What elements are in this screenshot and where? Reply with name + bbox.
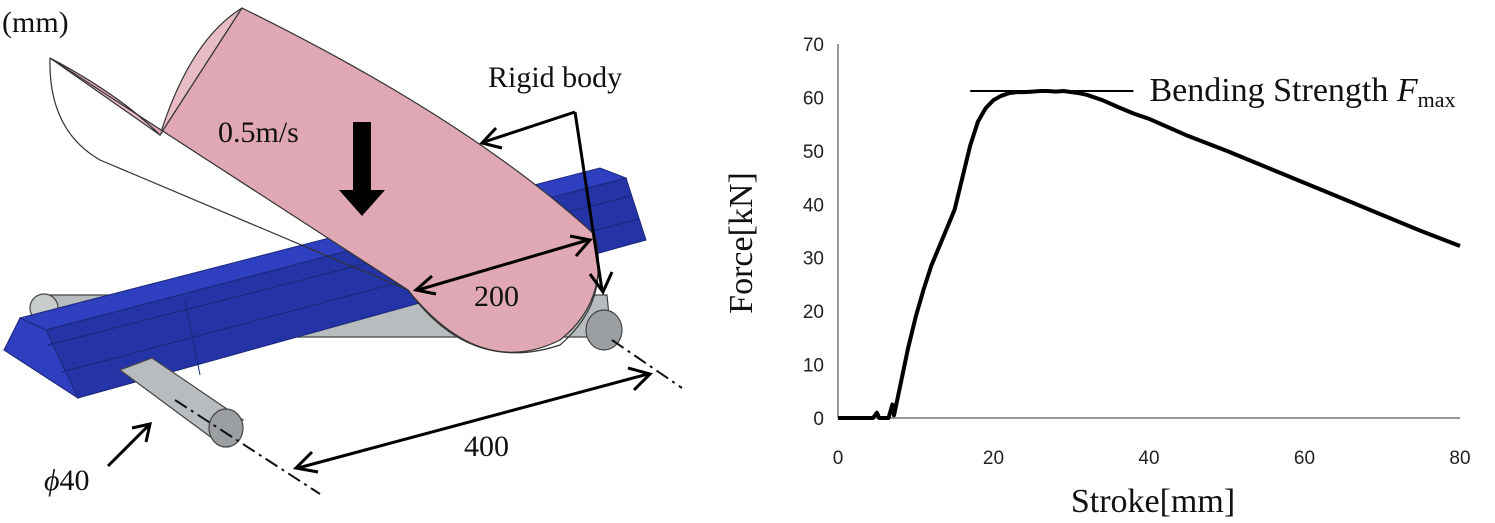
y-tick-label: 30	[803, 249, 824, 270]
x-tick-label: 20	[983, 448, 1004, 469]
x-tick-label: 40	[1138, 448, 1159, 469]
span-dim-label: 400	[464, 430, 509, 463]
y-tick-label: 50	[803, 142, 824, 163]
y-tick-label: 70	[803, 35, 824, 56]
x-tick-label: 80	[1449, 448, 1470, 469]
front-rod-end	[208, 408, 244, 448]
diameter-arrowhead	[131, 422, 152, 443]
radius-dim-arrow	[417, 238, 589, 292]
diameter-label: ϕ40	[44, 464, 90, 497]
rigid-arrowhead-b	[588, 271, 614, 295]
beam-seam	[184, 299, 201, 376]
force-curve	[838, 89, 1461, 420]
radius-arrowhead-b	[569, 234, 593, 257]
x-tick-labels: 0 20 40 60 80	[833, 448, 1471, 469]
y-axis-label: Force[kN]	[723, 172, 760, 314]
setup-illustration: (mm) Rigid body 0.5m/s 200 400 ϕ40	[2, 6, 683, 497]
y-tick-label: 0	[813, 409, 824, 430]
impactor-rim	[49, 57, 409, 291]
front-support-rod	[118, 357, 245, 448]
beam-flange	[3, 317, 80, 400]
impactor-end-arc	[407, 237, 599, 354]
radius-dim-label: 200	[474, 280, 519, 313]
bending-strength-text: Bending Strength	[1149, 72, 1396, 109]
x-tick-label: 60	[1294, 448, 1315, 469]
radius-arrowhead-a	[412, 274, 437, 296]
arrows	[106, 110, 653, 474]
rigid-arrow-to-rod	[573, 111, 604, 291]
centerline-front	[174, 399, 321, 495]
x-axis-label: Stroke[mm]	[1071, 483, 1235, 520]
span-dim-arrow	[297, 372, 649, 470]
bending-strength-subscript: max	[1418, 87, 1456, 112]
units-label: (mm)	[2, 6, 69, 39]
x-tick-label: 0	[833, 448, 844, 469]
series-layer	[838, 89, 1461, 420]
bending-strength-label: Bending Strength Fmax	[1149, 72, 1455, 112]
y-tick-label: 20	[803, 302, 824, 323]
force-stroke-chart: 0 10 20 30 40 50 60 70 0 20 40 60 80 Bending Streng…	[723, 35, 1471, 520]
velocity-arrow	[339, 122, 385, 216]
rigid-arrowhead-a	[479, 126, 503, 150]
y-tick-label: 60	[803, 88, 824, 109]
bending-strength-symbol: F	[1396, 72, 1419, 109]
y-tick-labels: 0 10 20 30 40 50 60 70	[803, 35, 824, 430]
diameter-value: 40	[60, 464, 90, 497]
span-arrowhead-b	[627, 366, 653, 392]
y-tick-label: 10	[803, 356, 824, 377]
rigid-arrow-to-impactor	[483, 110, 576, 144]
velocity-label: 0.5m/s	[218, 116, 299, 149]
impactor	[49, 7, 600, 354]
diameter-symbol: ϕ	[44, 464, 60, 497]
span-arrowhead-a	[292, 450, 319, 474]
rigid-body-label: Rigid body	[488, 61, 622, 94]
y-tick-label: 40	[803, 195, 824, 216]
diameter-arrow	[106, 424, 150, 468]
